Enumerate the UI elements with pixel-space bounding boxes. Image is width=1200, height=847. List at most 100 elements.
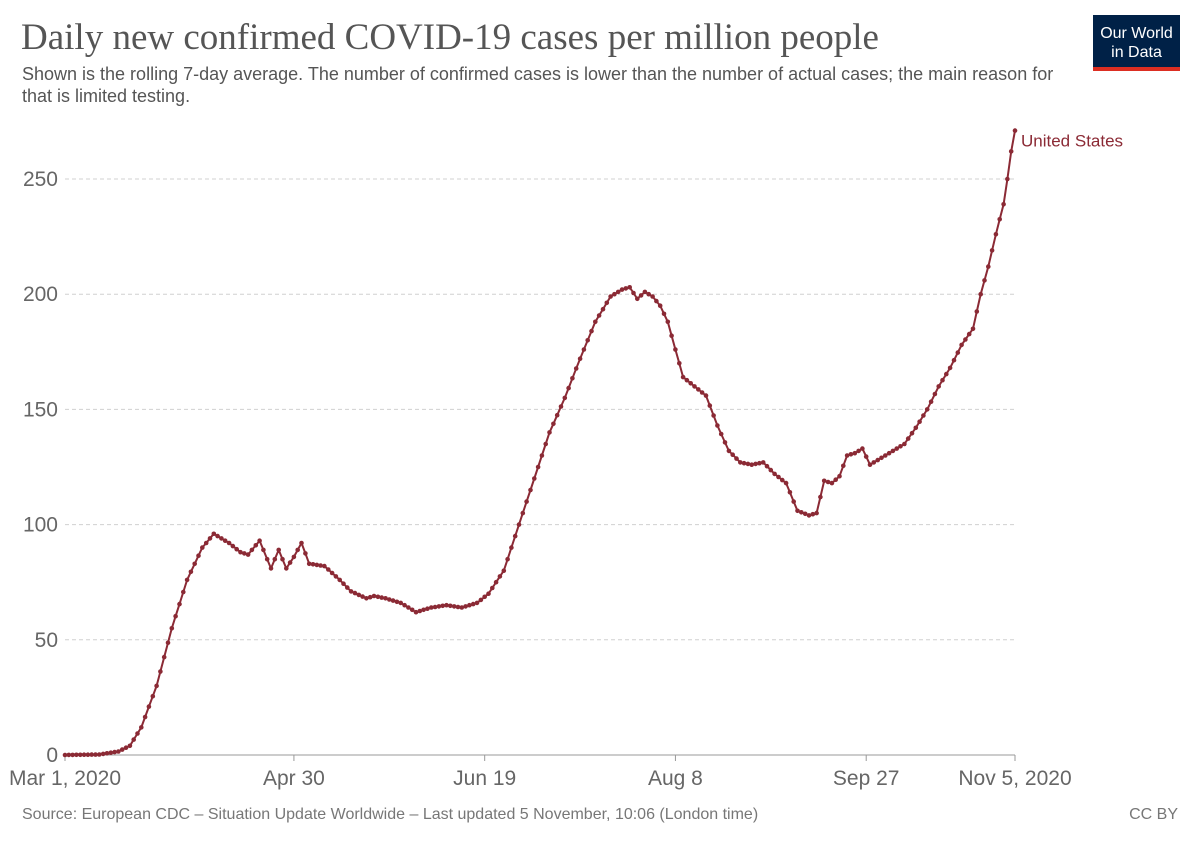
- data-point: [528, 487, 533, 493]
- data-point: [398, 600, 404, 606]
- logo-line-1: Our World: [1100, 25, 1173, 42]
- y-tick-label: 50: [35, 629, 58, 652]
- data-point: [863, 454, 869, 459]
- data-point: [390, 598, 396, 603]
- data-point: [440, 603, 446, 609]
- data-point: [844, 453, 850, 458]
- data-point: [940, 377, 945, 383]
- data-point: [280, 556, 285, 562]
- data-point: [242, 551, 247, 556]
- data-point: [520, 510, 526, 516]
- data-point: [596, 313, 602, 318]
- data-point: [532, 476, 537, 481]
- data-point: [299, 540, 304, 546]
- data-point: [665, 319, 671, 325]
- data-point: [566, 385, 571, 391]
- data-point: [329, 570, 335, 576]
- data-point: [684, 377, 690, 383]
- data-point: [909, 430, 915, 436]
- data-point: [959, 342, 964, 348]
- data-point: [818, 494, 823, 500]
- data-point: [669, 333, 674, 339]
- data-point: [898, 444, 903, 449]
- data-point: [451, 604, 457, 609]
- data-point: [1008, 149, 1014, 154]
- data-point: [562, 395, 568, 401]
- data-point: [806, 513, 812, 518]
- data-point: [905, 436, 911, 441]
- data-point: [276, 547, 282, 553]
- data-point: [821, 478, 827, 484]
- data-point: [573, 366, 579, 371]
- data-point: [387, 597, 392, 602]
- data-point: [70, 752, 75, 758]
- data-point: [85, 752, 91, 757]
- data-point: [932, 391, 938, 397]
- data-point: [997, 217, 1002, 222]
- data-point: [657, 303, 663, 309]
- data-point: [154, 683, 159, 689]
- data-point: [894, 446, 899, 451]
- data-point: [921, 413, 926, 418]
- license-link[interactable]: CC BY: [1129, 806, 1178, 823]
- data-point: [780, 477, 785, 483]
- data-point: [74, 752, 79, 758]
- data-point: [974, 309, 980, 314]
- data-point: [123, 745, 129, 750]
- data-point: [1001, 202, 1006, 207]
- data-point: [203, 540, 209, 546]
- data-point: [589, 328, 594, 334]
- data-point: [730, 452, 735, 458]
- data-point: [982, 278, 987, 283]
- data-point: [406, 605, 411, 610]
- owid-logo[interactable]: Our World in Data: [1093, 15, 1180, 71]
- data-point: [512, 533, 518, 539]
- data-point: [963, 337, 968, 342]
- data-point: [135, 731, 140, 736]
- x-tick-label: Apr 30: [263, 767, 325, 790]
- data-point: [463, 604, 468, 609]
- data-point: [772, 471, 777, 477]
- y-tick-label: 150: [23, 398, 58, 421]
- data-point: [795, 508, 800, 514]
- data-point: [650, 294, 655, 299]
- data-point: [108, 750, 114, 755]
- data-point: [234, 546, 239, 552]
- data-point: [612, 291, 617, 297]
- data-point: [879, 455, 884, 461]
- data-point: [81, 752, 87, 757]
- data-point: [593, 319, 598, 325]
- data-point: [448, 603, 453, 609]
- series-line-united-states: [64, 130, 1016, 756]
- data-point: [516, 522, 522, 527]
- data-point: [554, 412, 560, 418]
- data-point: [509, 545, 514, 550]
- data-point: [78, 752, 83, 758]
- data-point: [638, 293, 644, 298]
- data-point: [711, 413, 716, 418]
- data-point: [318, 563, 323, 568]
- data-point: [367, 594, 373, 600]
- data-point: [268, 566, 274, 571]
- data-point: [211, 531, 217, 537]
- data-point: [654, 298, 659, 304]
- data-point: [264, 556, 270, 562]
- data-point: [291, 554, 297, 560]
- data-point: [196, 553, 201, 558]
- data-point: [810, 511, 816, 517]
- data-point: [245, 552, 251, 557]
- chart-title: Daily new confirmed COVID-19 cases per m…: [21, 17, 879, 58]
- data-point: [539, 453, 545, 458]
- x-tick-label: Jun 19: [453, 767, 516, 790]
- data-point: [93, 752, 98, 757]
- data-point: [814, 510, 819, 516]
- data-point: [692, 384, 697, 389]
- data-point: [505, 556, 510, 562]
- data-point: [314, 562, 320, 568]
- data-point: [986, 264, 991, 269]
- series-label-united-states: United States: [1021, 132, 1123, 151]
- data-point: [738, 460, 743, 465]
- data-point: [635, 296, 640, 302]
- data-point: [184, 577, 190, 583]
- data-point: [799, 510, 804, 515]
